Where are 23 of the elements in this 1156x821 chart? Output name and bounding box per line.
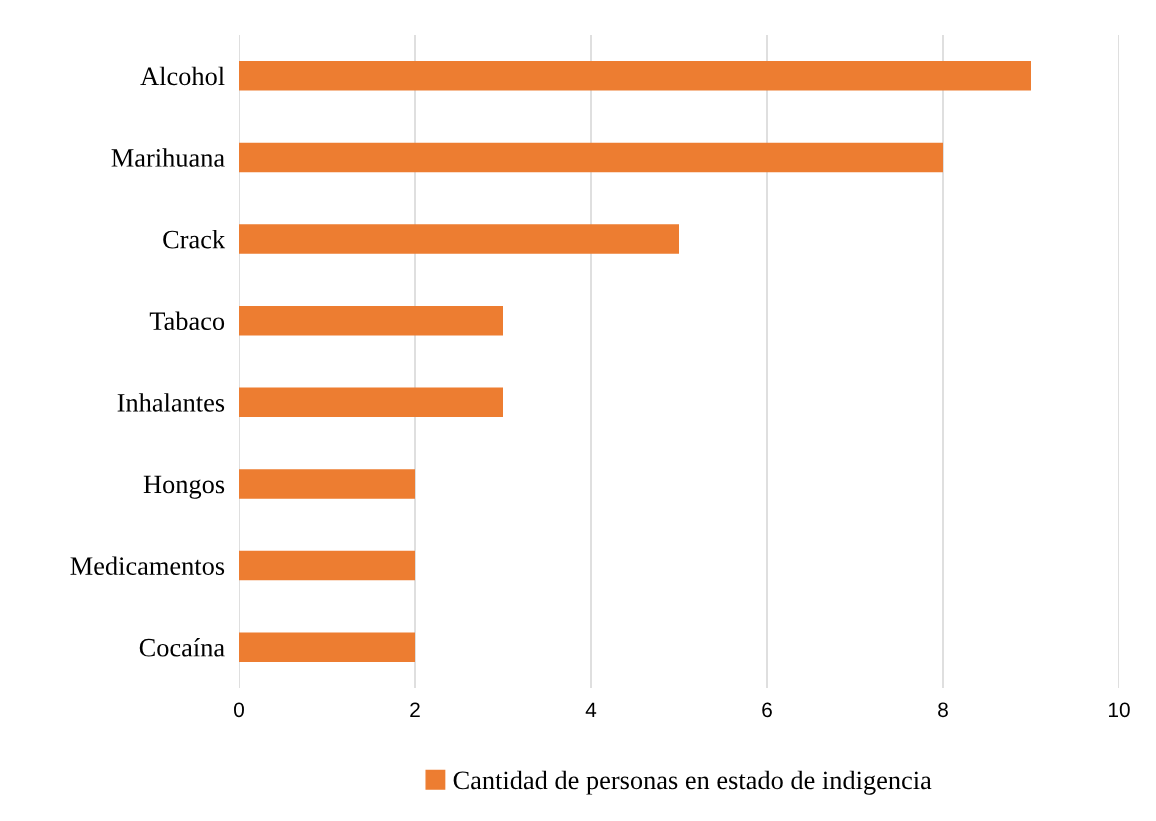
y-tick-label: Hongos bbox=[143, 475, 225, 499]
bar bbox=[239, 387, 503, 418]
y-tick-label: Tabaco bbox=[149, 311, 225, 331]
bar bbox=[239, 469, 415, 499]
y-tick-label: Cocaína bbox=[139, 637, 225, 657]
legend-label: Cantidad de personas en estado de indigencia bbox=[453, 770, 932, 795]
x-tick-label: 4 bbox=[585, 702, 597, 717]
bar bbox=[239, 306, 503, 336]
x-tick-label: 8 bbox=[938, 702, 948, 718]
bar bbox=[239, 550, 415, 581]
x-tick-label: 6 bbox=[762, 702, 772, 718]
y-tick-label: Crack bbox=[163, 229, 226, 249]
x-tick-label: 10 bbox=[1109, 702, 1130, 718]
x-tick-label: 2 bbox=[410, 702, 420, 717]
y-tick-label: Marihuana bbox=[111, 148, 225, 167]
bar bbox=[239, 142, 943, 173]
y-tick-label: Medicamentos bbox=[70, 556, 225, 575]
x-tick-label: 0 bbox=[234, 702, 244, 718]
y-tick-label: Alcohol bbox=[140, 66, 225, 86]
y-tick-label: Inhalantes bbox=[117, 393, 225, 412]
bar bbox=[239, 224, 679, 254]
bar bbox=[239, 632, 415, 662]
bar bbox=[239, 61, 1031, 91]
